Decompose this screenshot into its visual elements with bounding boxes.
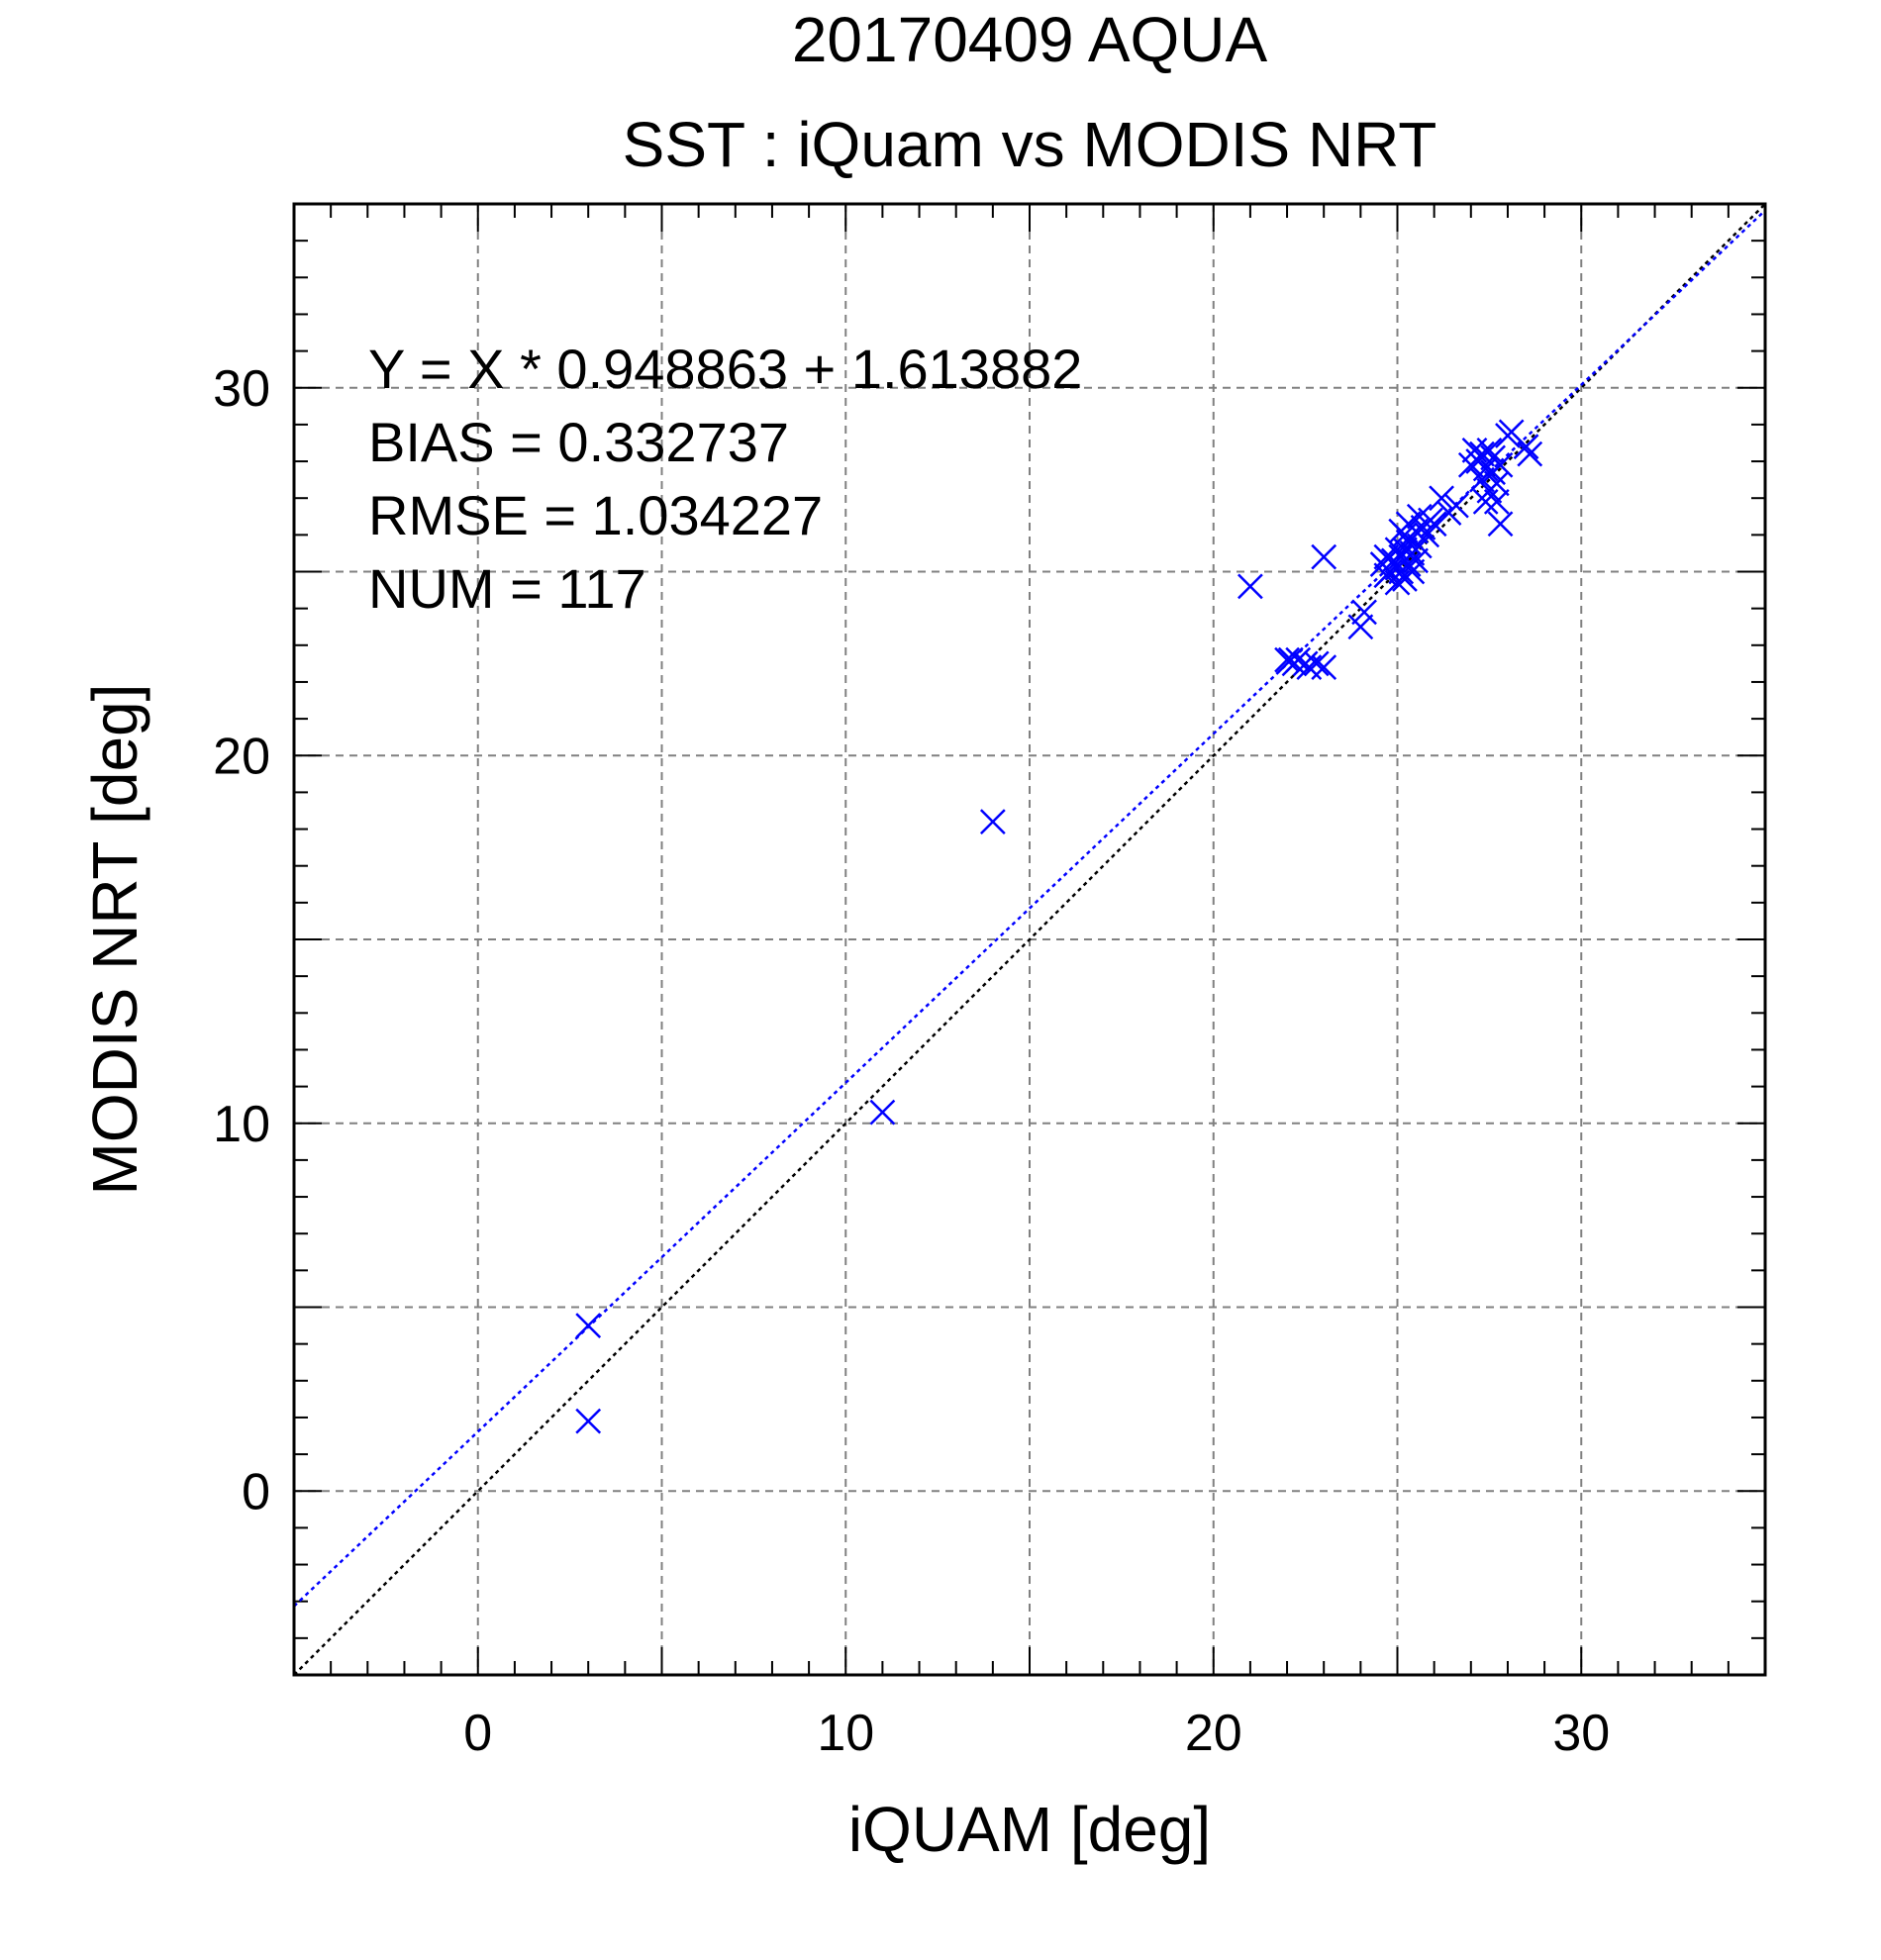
data-point (1513, 434, 1539, 460)
data-point-stroke (1421, 511, 1447, 538)
data-point-stroke (869, 1099, 896, 1126)
data-point-stroke (1311, 654, 1337, 680)
data-point-stroke (1406, 503, 1433, 530)
data-point-stroke (1373, 543, 1400, 570)
stats-box: Y = X * 0.948863 + 1.613882 BIAS = 0.332… (368, 338, 1082, 620)
x-tick-label: 0 (463, 1705, 492, 1762)
data-point (1487, 511, 1514, 538)
data-point-stroke (1487, 451, 1514, 478)
data-point-stroke (1472, 455, 1499, 482)
x-tick-label: 20 (1185, 1705, 1242, 1762)
data-point-stroke (1351, 599, 1377, 626)
stats-num: NUM = 117 (368, 557, 646, 620)
x-axis-label: iQUAM [deg] (848, 1794, 1211, 1865)
plot-frame (292, 202, 1767, 1677)
data-point-stroke (1392, 522, 1418, 548)
tick-labels: 0 10 20 30 0 10 20 30 (213, 360, 1610, 1762)
stats-rmse: RMSE = 1.034227 (368, 484, 823, 546)
data-point-stroke (1406, 533, 1433, 559)
chart-title: 20170409 AQUA (792, 4, 1268, 75)
data-point-stroke (1517, 441, 1543, 467)
data-point (1373, 543, 1400, 570)
data-point (575, 1313, 602, 1338)
data-point (1517, 441, 1543, 467)
data-point (1443, 492, 1469, 519)
data-point (575, 1408, 602, 1434)
data-point-stroke (1311, 543, 1337, 570)
x-tick-label: 10 (817, 1705, 874, 1762)
data-point-stroke (1384, 537, 1411, 563)
data-point-stroke (575, 1408, 602, 1434)
data-point-stroke (1483, 489, 1510, 515)
data-point (1351, 599, 1377, 626)
data-point-stroke (979, 809, 1006, 835)
y-axis-label: MODIS NRT [deg] (79, 684, 150, 1196)
data-point (1311, 543, 1337, 570)
data-point-stroke (1513, 434, 1539, 460)
data-point (1483, 489, 1510, 515)
data-point-stroke (1487, 511, 1514, 538)
data-point (1347, 614, 1374, 640)
data-point-stroke (575, 1313, 602, 1338)
data-point (1311, 654, 1337, 680)
stats-fit-equation: Y = X * 0.948863 + 1.613882 (368, 338, 1082, 400)
data-point (979, 809, 1006, 835)
data-point (1238, 573, 1263, 600)
data-point-stroke (1347, 614, 1374, 640)
data-point (1421, 511, 1447, 538)
y-tick-label: 0 (242, 1463, 270, 1520)
identity-line (294, 204, 1765, 1675)
data-point (1487, 451, 1514, 478)
axis-ticks (293, 203, 1766, 1676)
stats-bias: BIAS = 0.332737 (368, 411, 789, 473)
data-point (1406, 503, 1433, 530)
data-point (1392, 522, 1418, 548)
data-point-stroke (1483, 470, 1510, 497)
data-point (1403, 547, 1429, 574)
x-tick-label: 30 (1552, 1705, 1610, 1762)
data-point-stroke (1498, 419, 1525, 445)
data-point (1476, 438, 1503, 463)
data-point-stroke (1469, 441, 1495, 467)
data-point-stroke (1443, 492, 1469, 519)
data-point (1303, 650, 1330, 677)
data-point (1414, 522, 1440, 548)
data-point (1384, 537, 1411, 563)
data-point-stroke (1429, 485, 1454, 512)
data-point-stroke (1238, 573, 1263, 600)
data-point-stroke (1476, 438, 1503, 463)
data-point-stroke (1303, 650, 1330, 677)
data-point (1429, 485, 1454, 512)
chart-subtitle: SST : iQuam vs MODIS NRT (623, 109, 1437, 180)
data-point (869, 1099, 896, 1126)
data-point-stroke (1403, 547, 1429, 574)
data-points (575, 419, 1543, 1434)
y-tick-label: 20 (213, 728, 270, 785)
data-point-stroke (1414, 522, 1440, 548)
data-point (1274, 646, 1300, 673)
y-tick-label: 10 (213, 1096, 270, 1153)
y-tick-label: 30 (213, 360, 270, 418)
